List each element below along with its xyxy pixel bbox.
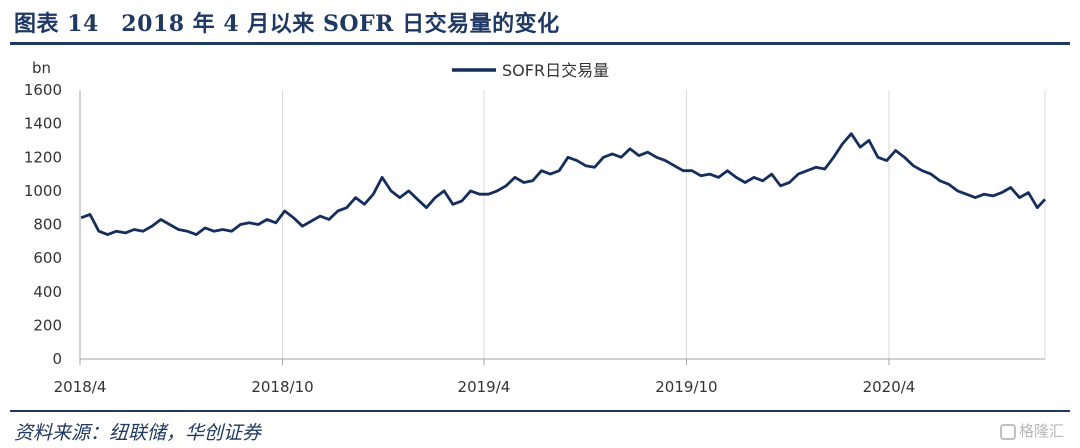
legend-label: SOFR日交易量 <box>502 61 609 80</box>
page-title: 图表 14 2018 年 4 月以来 SOFR 日交易量的变化 <box>14 11 560 37</box>
y-tick-label: 800 <box>33 216 62 234</box>
x-tick-labels: 2018/4 2018/10 2019/4 2019/10 2020/4 <box>54 378 916 396</box>
y-tick-label: 200 <box>33 316 62 334</box>
x-tick-label: 2018/10 <box>251 378 313 396</box>
x-tick-label: 2020/4 <box>863 378 916 396</box>
title-rule <box>10 42 1070 45</box>
y-tick-label: 1000 <box>24 182 62 200</box>
x-tick-label: 2019/4 <box>458 378 511 396</box>
axes <box>79 90 1045 365</box>
x-tick-label: 2018/4 <box>54 378 107 396</box>
source-note: 资料来源：纽联储，华创证券 <box>14 422 262 444</box>
series-line <box>80 132 1047 236</box>
series-layer <box>80 132 1047 236</box>
y-tick-labels: 0 200 400 600 800 1000 1200 1400 1600 <box>24 81 62 368</box>
footer-rule <box>10 410 1070 412</box>
x-tick-label: 2019/10 <box>655 378 717 396</box>
y-tick-label: 1200 <box>24 148 62 166</box>
grid-lines <box>282 90 1046 359</box>
y-tick-label: 1600 <box>24 81 62 99</box>
watermark: 格隆汇 <box>999 420 1064 441</box>
legend: SOFR日交易量 <box>452 61 609 80</box>
watermark-text: 格隆汇 <box>1018 422 1064 440</box>
y-tick-label: 1400 <box>24 115 62 133</box>
watermark-logo-icon <box>999 423 1016 440</box>
y-tick-label: 600 <box>33 249 62 267</box>
y-tick-label: 400 <box>33 283 62 301</box>
y-axis-label: bn <box>32 59 51 77</box>
y-tick-label: 0 <box>52 350 62 368</box>
